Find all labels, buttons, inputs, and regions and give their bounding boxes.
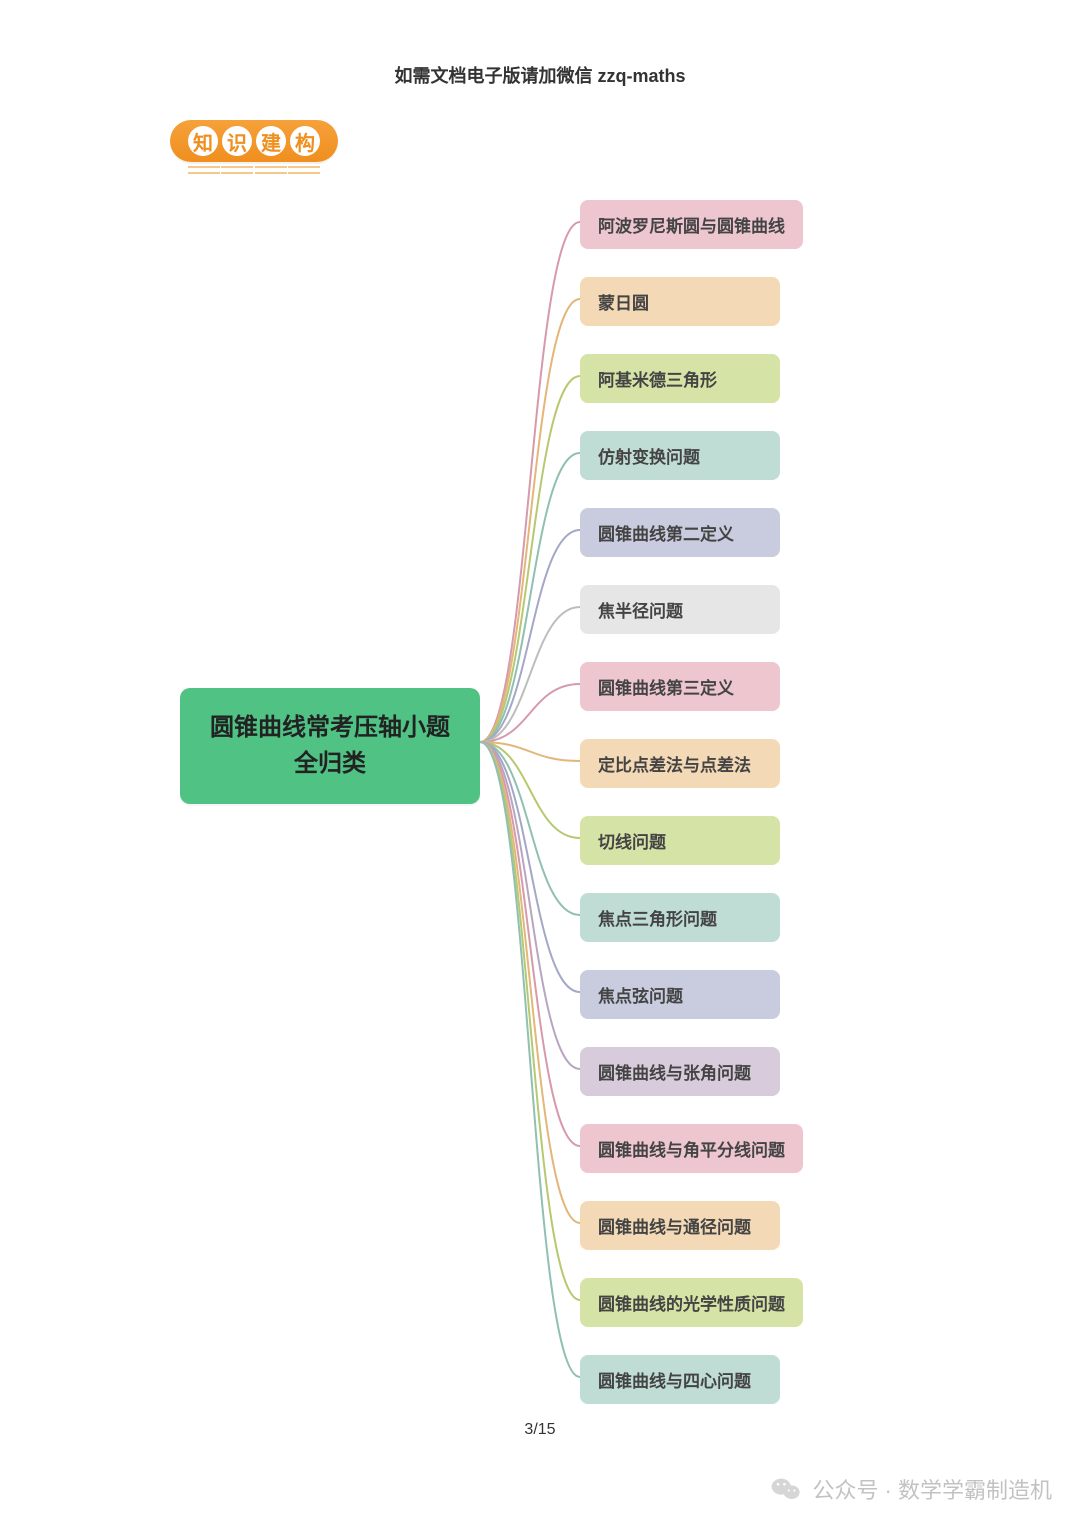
mindmap-leaf-node: 仿射变换问题 [580, 431, 780, 480]
mindmap-leaf-node: 圆锥曲线与张角问题 [580, 1047, 780, 1096]
leaf-label: 焦点弦问题 [598, 987, 683, 1006]
leaf-label: 蒙日圆 [598, 294, 649, 313]
wechat-icon [770, 1473, 802, 1505]
mindmap-leaf-node: 阿波罗尼斯圆与圆锥曲线 [580, 200, 803, 249]
mindmap-leaf-node: 圆锥曲线的光学性质问题 [580, 1278, 803, 1327]
leaf-label: 阿波罗尼斯圆与圆锥曲线 [598, 217, 785, 236]
leaf-label: 圆锥曲线第三定义 [598, 679, 734, 698]
leaf-label: 切线问题 [598, 833, 666, 852]
mindmap-leaf-node: 焦点弦问题 [580, 970, 780, 1019]
mindmap-root-node: 圆锥曲线常考压轴小题 全归类 [180, 688, 480, 804]
leaf-label: 阿基米德三角形 [598, 371, 717, 390]
mindmap-leaf-node: 圆锥曲线第二定义 [580, 508, 780, 557]
badge-char: 知 [188, 126, 218, 156]
mindmap-leaf-node: 阿基米德三角形 [580, 354, 780, 403]
wechat-label: 公众号 · 数学学霸制造机 [812, 1473, 1052, 1505]
leaf-label: 圆锥曲线第二定义 [598, 525, 734, 544]
badge-char: 构 [290, 126, 320, 156]
wechat-footer: 公众号 · 数学学霸制造机 [770, 1473, 1052, 1505]
badge-char: 建 [256, 126, 286, 156]
leaf-label: 圆锥曲线与角平分线问题 [598, 1141, 785, 1160]
leaf-label: 圆锥曲线与四心问题 [598, 1372, 751, 1391]
mindmap-leaf-node: 圆锥曲线与通径问题 [580, 1201, 780, 1250]
root-line1: 圆锥曲线常考压轴小题 [208, 710, 452, 746]
mindmap-connectors [0, 0, 1080, 1527]
mindmap-leaf-node: 圆锥曲线与角平分线问题 [580, 1124, 803, 1173]
page-number: 3/15 [0, 1421, 1080, 1439]
root-line2: 全归类 [208, 746, 452, 782]
mindmap-leaf-node: 焦半径问题 [580, 585, 780, 634]
badge-char: 识 [222, 126, 252, 156]
mindmap-leaf-node: 蒙日圆 [580, 277, 780, 326]
header-note: 如需文档电子版请加微信 zzq-maths [0, 62, 1080, 88]
mindmap-leaf-node: 定比点差法与点差法 [580, 739, 780, 788]
leaf-label: 焦点三角形问题 [598, 910, 717, 929]
mindmap-leaf-node: 圆锥曲线与四心问题 [580, 1355, 780, 1404]
leaf-label: 焦半径问题 [598, 602, 683, 621]
leaf-label: 圆锥曲线与通径问题 [598, 1218, 751, 1237]
leaf-label: 定比点差法与点差法 [598, 756, 751, 775]
mindmap-leaf-node: 焦点三角形问题 [580, 893, 780, 942]
leaf-label: 圆锥曲线的光学性质问题 [598, 1295, 785, 1314]
mindmap-leaf-node: 切线问题 [580, 816, 780, 865]
section-badge: 知识建构 [170, 120, 338, 174]
leaf-label: 仿射变换问题 [598, 448, 700, 467]
leaf-label: 圆锥曲线与张角问题 [598, 1064, 751, 1083]
mindmap-leaf-node: 圆锥曲线第三定义 [580, 662, 780, 711]
